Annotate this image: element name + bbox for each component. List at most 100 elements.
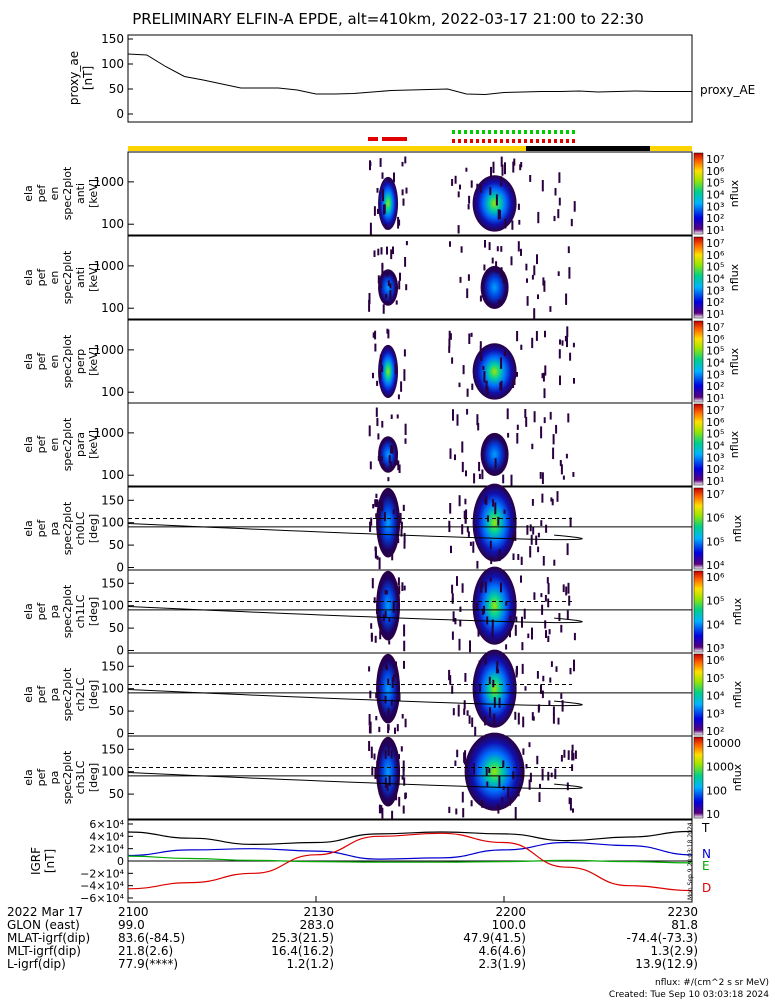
spec-noise-pixel — [372, 332, 375, 338]
spec-noise-pixel — [557, 209, 560, 219]
spec-noise-pixel — [549, 306, 552, 312]
spec-cbar-tick-label: 10² — [706, 463, 724, 476]
spec-noise-pixel — [509, 630, 511, 638]
spec-noise-pixel — [395, 582, 398, 592]
spec-noise-pixel — [541, 373, 544, 379]
spec-noise-pixel — [495, 261, 498, 273]
spec-noise-pixel — [529, 772, 532, 783]
spec-noise-pixel — [395, 794, 398, 801]
spec-noise-pixel — [456, 414, 459, 426]
spec-ylabel-line: spec2plot — [61, 334, 74, 388]
spec-noise-pixel — [397, 776, 400, 786]
spec-noise-pixel — [401, 161, 404, 167]
spec-noise-pixel — [504, 162, 506, 175]
spec-noise-pixel — [544, 620, 547, 629]
footer-cell: 1.2(1.2) — [286, 957, 334, 971]
footer-cell: 83.6(-84.5) — [118, 931, 185, 945]
igrf-series-T — [127, 830, 693, 846]
phase-green-dash — [476, 130, 479, 134]
igrf-ytick-label: 0 — [117, 855, 124, 868]
spec-noise-pixel — [388, 640, 391, 645]
spec-noise-pixel — [536, 755, 539, 765]
spec-noise-pixel — [523, 608, 526, 620]
spec-noise-pixel — [380, 624, 382, 632]
ae-ytick-label: 100 — [101, 57, 124, 71]
spec-noise-pixel — [405, 187, 408, 194]
spec-noise-pixel — [536, 671, 539, 679]
spec-cbar-tick-label: 10⁴ — [706, 189, 725, 202]
spec-ylabel-line: [deg] — [87, 597, 100, 626]
spec-noise-pixel — [404, 257, 407, 267]
spec-cbar-tick-label: 10⁴ — [706, 690, 725, 703]
spec-noise-pixel — [376, 555, 379, 560]
spec-noise-pixel — [541, 472, 544, 484]
spec-noise-pixel — [494, 458, 497, 470]
igrf-ytick-label: −4×10⁴ — [80, 880, 124, 893]
spec-ylabel-line: ela — [22, 436, 35, 453]
spec-noise-pixel — [573, 378, 575, 384]
igrf-ytick-label: 6×10⁴ — [89, 818, 124, 831]
spec-cbar-tick-label: 10⁵ — [706, 261, 724, 274]
spec-noise-pixel — [478, 473, 481, 479]
spec-cbar-tick-label: 10¹ — [706, 308, 724, 321]
spec-noise-pixel — [455, 808, 458, 815]
spec-frame — [127, 151, 693, 236]
spec-noise-pixel — [496, 246, 499, 252]
spec-flux-patch — [480, 432, 509, 477]
spec-ylabel-line: [keV] — [87, 430, 100, 459]
spec-noise-pixel — [380, 456, 383, 461]
spec-noise-pixel — [568, 797, 571, 805]
spec-noise-pixel — [398, 219, 401, 226]
spec-noise-pixel — [539, 472, 542, 479]
phase-red-dash — [494, 139, 497, 143]
spec-noise-pixel — [368, 666, 371, 672]
phase-bar-black — [526, 146, 650, 151]
spec-noise-pixel — [568, 595, 571, 606]
spec-panel-7: 150 100 50 0 ela pef pa spec2plot ch2LC [deg] 10⁶ 1… — [22, 649, 744, 741]
spec-flux-patch — [472, 566, 517, 645]
spec-noise-pixel — [479, 295, 482, 302]
spec-noise-pixel — [503, 509, 506, 514]
spec-noise-pixel — [528, 779, 531, 790]
spec-noise-pixel — [399, 512, 402, 523]
spec-ytick-label: 150 — [101, 659, 124, 673]
spec-noise-pixel — [554, 768, 557, 779]
phase-green-dash — [524, 130, 527, 134]
spec-cbar-tick-label: 10³ — [706, 368, 724, 381]
spec-noise-pixel — [511, 220, 514, 230]
x-axis-ticks — [127, 896, 693, 902]
spec-noise-pixel — [400, 381, 403, 392]
spec-noise-pixel — [568, 267, 571, 279]
spec-noise-pixel — [488, 676, 491, 685]
spec-noise-pixel — [377, 248, 380, 256]
spec-noise-pixel — [500, 246, 503, 252]
spec-noise-pixel — [554, 188, 557, 196]
phase-red-dash — [464, 139, 467, 143]
footer-cell: 1.3(2.9) — [650, 944, 698, 958]
spec-noise-pixel — [402, 805, 405, 814]
spec-noise-pixel — [473, 473, 476, 484]
spec-cbar-tick-label: 10² — [706, 212, 724, 225]
spec-noise-pixel — [515, 669, 518, 678]
spec-noise-pixel — [390, 699, 393, 706]
spec-noise-pixel — [474, 726, 477, 738]
spec-noise-pixel — [494, 502, 497, 515]
spec-cbar-tick-label: 1000 — [706, 761, 734, 774]
spec-noise-pixel — [402, 760, 405, 772]
spec-noise-pixel — [403, 640, 406, 652]
spec-noise-pixel — [380, 666, 382, 671]
spec-noise-pixel — [404, 792, 407, 800]
spec-flux-patch — [378, 344, 399, 399]
spec-noise-pixel — [491, 619, 494, 627]
spec-noise-pixel — [526, 296, 529, 306]
spec-colorbar — [693, 736, 704, 819]
spec-noise-pixel — [569, 798, 572, 804]
spec-cbar-tick-label: 10⁴ — [706, 273, 725, 286]
spec-noise-pixel — [387, 280, 390, 287]
spec-noise-pixel — [567, 750, 570, 760]
spec-noise-pixel — [387, 708, 390, 716]
spec-noise-pixel — [516, 331, 519, 342]
spec-noise-pixel — [403, 624, 406, 637]
spec-colorbar — [693, 487, 704, 570]
